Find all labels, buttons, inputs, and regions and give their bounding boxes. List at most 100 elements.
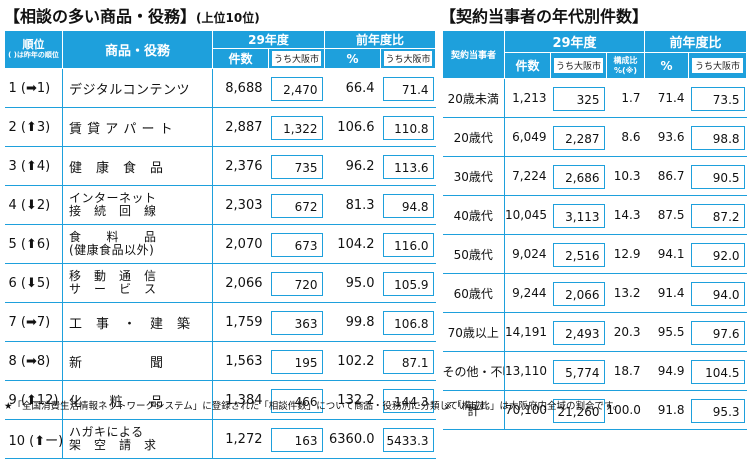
item-name-line1: 移 動 通 信 [69,269,157,283]
table-row: 4 (⬇2) インターネット接 続 回 線 2,303 672 81.3 94.8 [4,185,436,225]
pct-cell: 95.0 [324,263,381,303]
osaka-cell: 466 [268,380,325,420]
pct-osaka-cell: 95.3 [688,390,747,430]
pct-osaka-value: 94.0 [690,282,745,306]
pct-osaka-cell: 116.0 [380,224,436,264]
table-row: 6 (⬇5) 移 動 通 信サ ー ビ ス 2,066 720 95.0 105.9 [4,263,436,303]
count-cell: 10,045 [504,195,551,235]
osaka-value: 195 [270,350,323,374]
pct-osaka-cell: 92.0 [688,234,747,274]
pct-osaka-cell: 87.2 [688,195,747,235]
table-row: 50歳代 9,024 2,516 12.9 94.1 92.0 [442,234,747,274]
item-name-line2: 接 続 回 線 [69,204,157,218]
osaka-value: 163 [270,428,323,452]
pct-osaka-cell: 97.6 [688,312,747,352]
header-ratio-r: 構成比 %(※) [606,52,645,79]
ratio-cell: 12.9 [606,234,645,274]
left-title-text: 【相談の多い商品・役務】 [4,7,197,26]
table-row: 10 (⬆ー) ハガキによる架 空 請 求 1,272 163 6360.0 5433.3 [4,419,436,459]
table-row: 20歳代 6,049 2,287 8.6 93.6 98.8 [442,117,747,157]
pct-cell: 93.6 [644,117,689,157]
header-rank: 順位 ( )は昨年の順位 [4,30,63,69]
ratio-cell: 1.7 [606,78,645,118]
table-row: 5 (⬆6) 食 料 品 (健康食品以外) 2,070 673 104.2 116.0 [4,224,436,264]
pct-osaka-value: 94.8 [382,194,434,218]
pct-osaka-value: 73.5 [690,87,745,111]
pct-osaka-cell: 113.6 [380,146,436,186]
ratio-cell: 18.7 [606,351,645,391]
table-row: 3 (⬆4) 健 康 食 品 2,376 735 96.2 113.6 [4,146,436,186]
left-title: 【相談の多い商品・役務】(上位10位) [4,3,260,27]
pct-osaka-cell: 90.5 [688,156,747,196]
pct-cell: 87.5 [644,195,689,235]
pct-osaka-cell: 73.5 [688,78,747,118]
osaka-cell: 673 [268,224,325,264]
right-footnote: ※「構成比」は大阪府内全域の割合です。 [444,401,623,412]
pct-osaka-cell: 105.9 [380,263,436,303]
osaka-cell: 2,066 [550,273,607,313]
age-cell: 40歳代 [442,195,505,235]
pct-cell: 71.4 [644,78,689,118]
osaka-cell: 195 [268,341,325,381]
count-cell: 2,066 [212,263,269,303]
table-row: 9 (⬆12) 化 粧 品 1,384 466 132.2 144.3 [4,380,436,420]
osaka-value: 720 [270,272,323,296]
pct-cell: 81.3 [324,185,381,225]
item-name-cell: 賃 貸 ア パ ー ト [62,107,213,147]
pct-osaka-cell: 94.8 [380,185,436,225]
item-name-cell: 化 粧 品 [62,380,213,420]
osaka-value: 2,066 [552,282,605,306]
pct-osaka-cell: 110.8 [380,107,436,147]
rank-cell: 6 (⬇5) [4,263,63,303]
osaka-value: 673 [270,233,323,257]
item-name-line1: ハガキによる [69,425,144,439]
osaka-cell: 672 [268,185,325,225]
osaka-value: 2,516 [552,243,605,267]
count-cell: 1,213 [504,78,551,118]
pct-cell: 91.4 [644,273,689,313]
osaka-value: 672 [270,194,323,218]
osaka-value: 1,322 [270,116,323,140]
count-cell: 9,244 [504,273,551,313]
table-row: 7 (➡7) 工 事 ・ 建 築 1,759 363 99.8 106.8 [4,302,436,342]
rank-cell: 10 (⬆ー) [4,419,63,459]
osaka-cell: 2,287 [550,117,607,157]
pct-cell: 6360.0 [324,419,381,459]
osaka-cell: 3,113 [550,195,607,235]
header-party: 契約当事者 [442,30,505,79]
pct-cell: 94.9 [644,351,689,391]
header-count: 件数 [212,48,269,69]
pct-cell: 66.4 [324,68,381,108]
pct-osaka-value: 5433.3 [382,428,434,452]
pct-osaka-cell: 94.0 [688,273,747,313]
count-cell: 1,384 [212,380,269,420]
pct-osaka-value: 105.9 [382,272,434,296]
count-cell: 8,688 [212,68,269,108]
age-cell: その他・不明 [442,351,505,391]
item-name-cell: 健 康 食 品 [62,146,213,186]
ratio-cell: 13.2 [606,273,645,313]
pct-cell: 94.1 [644,234,689,274]
header-prev-r: 前年度比 [643,30,748,53]
rank-cell: 3 (⬆4) [4,146,63,186]
pct-osaka-value: 95.3 [690,399,745,423]
item-name-line1: インターネット [69,191,157,205]
pct-osaka-value: 104.5 [690,360,745,384]
header-osaka: うち大阪市 [267,48,326,69]
osaka-cell: 1,322 [268,107,325,147]
table-row: 1 (➡1) デジタルコンテンツ 8,688 2,470 66.4 71.4 [4,68,436,108]
pct-cell: 99.8 [324,302,381,342]
ratio-cell: 8.6 [606,117,645,157]
table-row: 70歳以上 14,191 2,493 20.3 95.5 97.6 [442,312,747,352]
pct-osaka-cell: 144.3 [380,380,436,420]
rank-cell: 2 (⬆3) [4,107,63,147]
osaka-cell: 2,516 [550,234,607,274]
pct-osaka-value: 90.5 [690,165,745,189]
header-prev: 前年度比 [324,30,437,49]
pct-osaka-cell: 104.5 [688,351,747,391]
pct-osaka-cell: 71.4 [380,68,436,108]
count-cell: 1,563 [212,341,269,381]
table-row: 8 (➡8) 新 聞 1,563 195 102.2 87.1 [4,341,436,381]
pct-cell: 91.8 [644,390,689,430]
